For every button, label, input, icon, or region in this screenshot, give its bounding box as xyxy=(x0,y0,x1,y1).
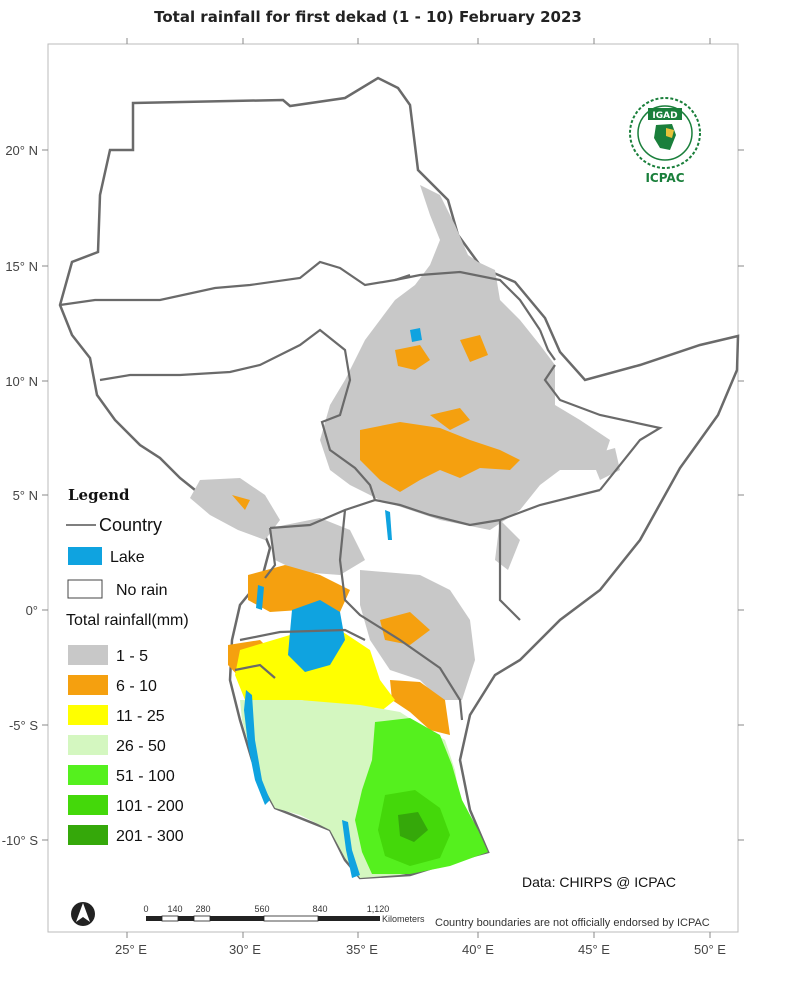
lake-tana xyxy=(410,328,422,342)
legend-class-label: 11 - 25 xyxy=(116,708,165,725)
legend-class-label: 101 - 200 xyxy=(116,798,184,815)
legend-class-label: 26 - 50 xyxy=(116,738,166,755)
scale-tick-label: 280 xyxy=(195,904,210,914)
legend-class-swatch xyxy=(68,705,108,725)
map-legend: Legend Country Lake No rain Total rainfa… xyxy=(66,486,189,845)
lon-tick-label: 30° E xyxy=(229,942,261,957)
legend-class-label: 201 - 300 xyxy=(116,828,184,845)
lat-tick-label: 0° xyxy=(26,603,38,618)
legend-class-swatch xyxy=(68,645,108,665)
legend-class-swatch xyxy=(68,795,108,815)
lat-tick-label: -10° S xyxy=(2,833,39,848)
boundary-disclaimer: Country boundaries are not officially en… xyxy=(435,917,710,929)
lake-albert xyxy=(256,585,264,610)
logo-emblem-text: IGAD xyxy=(652,111,677,121)
legend-country-label: Country xyxy=(99,515,162,535)
rainfall-201-300mm xyxy=(398,812,428,842)
lat-tick-label: -5° S xyxy=(9,718,38,733)
legend-class-swatch xyxy=(68,735,108,755)
legend-class-swatch xyxy=(68,825,108,845)
scale-bar: 0 140 280 560 840 1,120 Kilometers xyxy=(143,904,425,924)
legend-class-label: 1 - 5 xyxy=(116,648,148,665)
igad-icpac-logo: IGAD ICPAC xyxy=(629,97,701,185)
lon-tick-label: 25° E xyxy=(115,942,147,957)
scale-tick-label: 560 xyxy=(254,904,269,914)
scale-tick-label: 0 xyxy=(143,904,148,914)
legend-no-rain-swatch xyxy=(67,579,103,599)
lake-malawi xyxy=(342,820,360,878)
scale-tick-label: 140 xyxy=(167,904,182,914)
logo-caption: ICPAC xyxy=(645,171,684,185)
legend-rainfall-title: Total rainfall(mm) xyxy=(66,612,189,629)
lake-tanganyika xyxy=(244,690,270,805)
lat-tick-label: 20° N xyxy=(5,143,38,158)
country-borders xyxy=(59,260,663,721)
rainfall-11-25mm xyxy=(235,630,395,712)
legend-lake-swatch xyxy=(68,547,102,565)
legend-class-swatch xyxy=(68,765,108,785)
lake-victoria xyxy=(288,600,345,672)
lakes xyxy=(244,328,422,878)
scale-tick-label: 1,120 xyxy=(367,904,390,914)
scale-tick-label: 840 xyxy=(312,904,327,914)
legend-class-label: 6 - 10 xyxy=(116,678,157,695)
legend-class-label: 51 - 100 xyxy=(116,768,175,785)
legend-lake-label: Lake xyxy=(110,549,145,566)
lake-turkana xyxy=(385,510,392,540)
legend-class-swatch xyxy=(68,675,108,695)
north-arrow-icon xyxy=(71,902,95,926)
data-source-label: Data: CHIRPS @ ICPAC xyxy=(522,874,676,890)
legend-title: Legend xyxy=(68,486,130,504)
scale-unit-label: Kilometers xyxy=(382,914,425,924)
lat-tick-label: 5° N xyxy=(13,488,38,503)
lon-tick-label: 50° E xyxy=(694,942,726,957)
map-title: Total rainfall for first dekad (1 - 10) … xyxy=(154,8,582,26)
lon-tick-label: 40° E xyxy=(462,942,494,957)
lon-tick-label: 45° E xyxy=(578,942,610,957)
graticule-ticks xyxy=(42,38,744,938)
lat-tick-label: 15° N xyxy=(5,259,38,274)
legend-no-rain-label: No rain xyxy=(116,582,168,599)
lat-tick-label: 10° N xyxy=(5,374,38,389)
lon-tick-label: 35° E xyxy=(346,942,378,957)
